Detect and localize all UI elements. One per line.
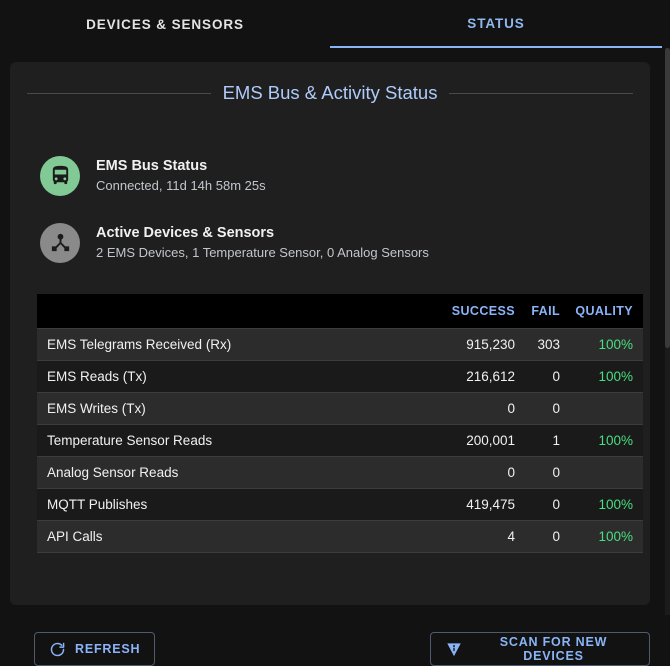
cell-metric: Analog Sensor Reads (37, 455, 413, 488)
sensor-scan-icon (445, 640, 463, 658)
scrollbar-thumb[interactable] (665, 48, 670, 348)
status-item-ems-bus-subtitle: Connected, 11d 14h 58m 25s (96, 177, 266, 193)
cell-success: 200,001 (413, 423, 523, 456)
section-title: EMS Bus & Activity Status (27, 82, 634, 104)
status-item-active-devices-subtitle: 2 EMS Devices, 1 Temperature Sensor, 0 A… (96, 244, 429, 260)
status-card: EMS Bus & Activity Status EMS Bus Status… (10, 62, 650, 666)
cell-fail: 0 (523, 359, 568, 392)
cell-quality: 100% (568, 423, 643, 456)
cell-quality (568, 455, 643, 488)
cell-metric: Temperature Sensor Reads (37, 423, 413, 456)
cell-fail: 0 (523, 519, 568, 553)
cell-fail: 0 (523, 391, 568, 424)
cell-quality (568, 391, 643, 424)
column-header-success: SUCCESS (413, 294, 523, 328)
table-row: Temperature Sensor Reads 200,001 1 100% (37, 423, 643, 456)
cell-metric: MQTT Publishes (37, 487, 413, 520)
cell-quality: 100% (568, 327, 643, 360)
cell-success: 419,475 (413, 487, 523, 520)
cell-success: 216,612 (413, 359, 523, 392)
table-row: EMS Writes (Tx) 0 0 (37, 391, 643, 424)
table-row: EMS Telegrams Received (Rx) 915,230 303 … (37, 327, 643, 360)
table-row: EMS Reads (Tx) 216,612 0 100% (37, 359, 643, 392)
scan-for-new-devices-button[interactable]: SCAN FOR NEW DEVICES (430, 632, 650, 666)
cell-fail: 1 (523, 423, 568, 456)
cell-metric: API Calls (37, 519, 413, 553)
status-list: EMS Bus Status Connected, 11d 14h 58m 25… (40, 142, 640, 276)
tab-devices-sensors[interactable]: DEVICES & SENSORS (0, 1, 330, 48)
cell-quality: 100% (568, 487, 643, 520)
status-item-active-devices-title: Active Devices & Sensors (96, 224, 275, 241)
cell-quality: 100% (568, 519, 643, 553)
column-header-metric (37, 294, 413, 328)
tab-status-label: STATUS (467, 15, 525, 31)
cell-fail: 0 (523, 487, 568, 520)
tab-status[interactable]: STATUS (330, 1, 662, 48)
tab-devices-sensors-label: DEVICES & SENSORS (86, 16, 244, 32)
cell-metric: EMS Writes (Tx) (37, 391, 413, 424)
status-item-ems-bus-title: EMS Bus Status (96, 157, 208, 174)
status-item-active-devices-text: Active Devices & Sensors 2 EMS Devices, … (96, 225, 429, 261)
device-hub-icon (40, 222, 80, 263)
tab-bar: DEVICES & SENSORS STATUS (0, 0, 670, 48)
status-item-ems-bus-text: EMS Bus Status Connected, 11d 14h 58m 25… (96, 158, 266, 194)
title-rule-right (449, 92, 634, 94)
refresh-button-label: REFRESH (75, 642, 141, 656)
cell-quality: 100% (568, 359, 643, 392)
column-header-fail: FAIL (523, 294, 568, 328)
status-item-ems-bus: EMS Bus Status Connected, 11d 14h 58m 25… (40, 142, 640, 209)
cell-fail: 303 (523, 327, 568, 360)
table-row: Analog Sensor Reads 0 0 (37, 455, 643, 488)
column-header-quality: QUALITY (568, 294, 643, 328)
status-item-active-devices: Active Devices & Sensors 2 EMS Devices, … (40, 209, 640, 276)
cell-success: 0 (413, 391, 523, 424)
table-row: MQTT Publishes 419,475 0 100% (37, 487, 643, 520)
cell-success: 0 (413, 455, 523, 488)
cell-metric: EMS Reads (Tx) (37, 359, 413, 392)
bus-icon (40, 155, 80, 196)
section-title-text: EMS Bus & Activity Status (222, 82, 438, 103)
refresh-button[interactable]: REFRESH (34, 632, 156, 666)
table-row: API Calls 4 0 100% (37, 519, 643, 553)
cell-fail: 0 (523, 455, 568, 488)
activity-stats-table: SUCCESS FAIL QUALITY EMS Telegrams Recei… (37, 294, 643, 553)
cell-success: 915,230 (413, 327, 523, 360)
cell-success: 4 (413, 519, 523, 553)
cell-metric: EMS Telegrams Received (Rx) (37, 327, 413, 360)
scan-button-label: SCAN FOR NEW DEVICES (499, 635, 608, 663)
title-rule-left (27, 92, 211, 94)
refresh-icon (49, 641, 66, 658)
table-header-row: SUCCESS FAIL QUALITY (37, 294, 643, 328)
